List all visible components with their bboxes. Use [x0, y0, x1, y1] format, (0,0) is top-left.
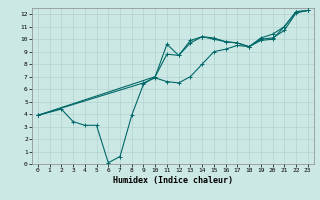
X-axis label: Humidex (Indice chaleur): Humidex (Indice chaleur) [113, 176, 233, 185]
